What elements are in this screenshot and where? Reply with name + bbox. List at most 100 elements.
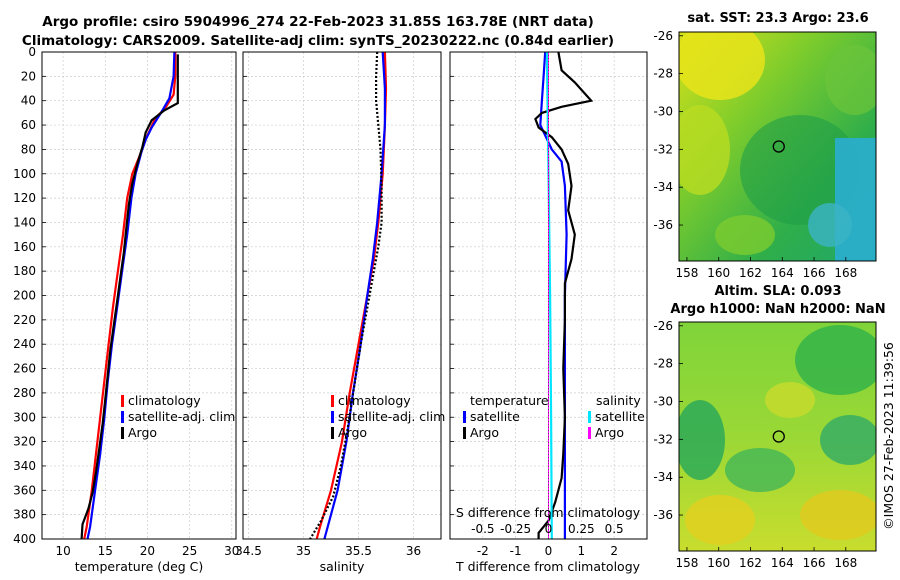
series-line	[534, 51, 594, 539]
argo-float-marker	[772, 140, 785, 153]
x-tick-label: 35	[296, 544, 311, 558]
sla-low-patch	[725, 448, 795, 492]
sla-longitude-ticks: 158 160 162 164 166 168	[675, 547, 857, 570]
depth-tick-label: 0	[28, 45, 36, 59]
series-line	[83, 52, 177, 540]
depth-tick-label: 340	[13, 459, 36, 473]
salinity-diff-tick-label: 0.25	[568, 522, 595, 536]
salinity-legend: climatology satellite-adj. clim Argo	[331, 393, 445, 440]
legend-label-argo: Argo	[338, 425, 367, 440]
sst-longitude-ticks: 158 160 162 164 166 168	[675, 257, 857, 280]
legend-swatch-temp-satellite	[463, 411, 466, 423]
depth-tick-label: 300	[13, 410, 36, 424]
salinity-diff-tick-label: -0.25	[500, 522, 531, 536]
salinity-axes-box	[242, 51, 442, 540]
lat-tick-label: -32	[653, 142, 673, 156]
sla-low-patch	[820, 415, 876, 465]
salinity-diff-tick-label: 0.5	[605, 522, 624, 536]
legend-swatch-climatology	[121, 395, 124, 407]
sst-map-title: sat. SST: 23.3 Argo: 23.6	[687, 11, 868, 26]
legend-label-satellite: satellite-adj. clim	[128, 409, 235, 424]
sla-low-patch	[795, 325, 876, 395]
sst-cold-patch	[808, 203, 852, 247]
difference-legend: temperature satellite Argo salinity sate…	[463, 393, 645, 440]
sla-latitude-ticks: -26 -28 -30 -32 -34 -36	[653, 319, 683, 522]
sst-warm-patch	[679, 105, 730, 195]
salinity-grid	[243, 51, 441, 540]
temperature-axis-label: temperature (deg C)	[75, 559, 204, 574]
depth-tick-label: 120	[13, 191, 36, 205]
x-tick-label: 0	[545, 544, 553, 558]
argo-float-marker	[772, 430, 785, 443]
legend-label-temp-argo: Argo	[470, 425, 499, 440]
x-tick-label: 35.5	[345, 544, 372, 558]
x-tick-label: 34.5	[235, 544, 262, 558]
sla-high-patch	[765, 382, 815, 418]
difference-panel: -2 -1 0 1 2 -0.5 -0.25 0 0.25 0.5 S difference f…	[449, 51, 648, 574]
x-tick-label: 20	[140, 544, 155, 558]
depth-tick-label: 360	[13, 483, 36, 497]
legend-label-sal-argo: Argo	[595, 425, 624, 440]
temperature-legend: climatology satellite-adj. clim Argo	[121, 393, 235, 440]
depth-tick-label: 320	[13, 435, 36, 449]
depth-tick-label: 380	[13, 508, 36, 522]
legend-label-sal-satellite: satellite	[595, 409, 645, 424]
sla-map-title-line1: Altim. SLA: 0.093	[715, 284, 842, 299]
temperature-lines	[80, 51, 179, 540]
x-tick-label: -2	[477, 544, 489, 558]
difference-axes-box	[449, 51, 648, 540]
lat-tick-label: -28	[653, 67, 673, 81]
x-tick-label: 2	[610, 544, 618, 558]
legend-label-climatology: climatology	[338, 393, 411, 408]
temperature-grid	[42, 51, 236, 540]
depth-tick-label: 40	[21, 94, 36, 108]
lon-tick-label: 158	[675, 266, 698, 280]
sst-heatmap	[679, 32, 876, 261]
sla-high-patch	[800, 490, 876, 540]
depth-tick-label: 280	[13, 386, 36, 400]
lon-tick-label: 162	[739, 266, 762, 280]
depth-tick-label: 400	[13, 532, 36, 546]
lat-tick-label: -26	[653, 319, 673, 333]
salinity-axis-label: salinity	[320, 559, 365, 574]
sla-map: Altim. SLA: 0.093 Argo h1000: NaN h2000:…	[653, 284, 885, 570]
legend-title-salinity: salinity	[596, 393, 641, 408]
depth-tick-label: 80	[21, 142, 36, 156]
depth-tick-label: 200	[13, 289, 36, 303]
x-tick-label: 15	[98, 544, 113, 558]
legend-swatch-satellite	[121, 411, 124, 423]
lat-tick-label: -34	[653, 470, 673, 484]
legend-swatch-argo	[331, 427, 334, 439]
depth-tick-label: 220	[13, 313, 36, 327]
figure-title-line2: Climatology: CARS2009. Satellite-adj cli…	[21, 33, 615, 49]
depth-tick-labels: 0 20 40 60 80 100 120 140 160 180 200 220 240 260 280 3…	[13, 45, 36, 546]
lat-tick-label: -36	[653, 218, 673, 232]
sst-warm-patch	[679, 32, 765, 100]
sla-high-patch	[685, 495, 755, 545]
temperature-difference-axis-label: T difference from climatology	[455, 559, 641, 574]
legend-swatch-temp-argo	[463, 427, 466, 439]
sla-heatmap	[679, 322, 876, 551]
legend-swatch-satellite	[331, 411, 334, 423]
sst-map: sat. SST: 23.3 Argo: 23.6 158 160 162 164 16…	[653, 11, 877, 280]
depth-tick-label: 160	[13, 240, 36, 254]
salinity-lines	[309, 51, 388, 540]
series-line	[545, 51, 553, 540]
sst-warm-patch	[715, 215, 775, 255]
lon-tick-label: 164	[771, 556, 794, 570]
salinity-tick-labels: 34.5 35 35.5 36	[235, 544, 421, 558]
lon-tick-label: 168	[834, 556, 857, 570]
sst-cool-patch	[740, 115, 860, 225]
sst-latitude-ticks: -26 -28 -30 -32 -34 -36	[653, 29, 683, 232]
series-line	[80, 54, 179, 540]
imos-timestamp: ©IMOS 27-Feb-2023 11:39:56	[881, 342, 896, 530]
legend-swatch-sal-argo	[588, 427, 591, 439]
lon-tick-label: 160	[707, 556, 730, 570]
lon-tick-label: 158	[675, 556, 698, 570]
sla-low-patch	[679, 400, 725, 480]
lon-tick-label: 160	[707, 266, 730, 280]
legend-label-satellite: satellite-adj. clim	[338, 409, 445, 424]
lat-tick-label: -32	[653, 432, 673, 446]
legend-swatch-sal-satellite	[588, 411, 591, 423]
